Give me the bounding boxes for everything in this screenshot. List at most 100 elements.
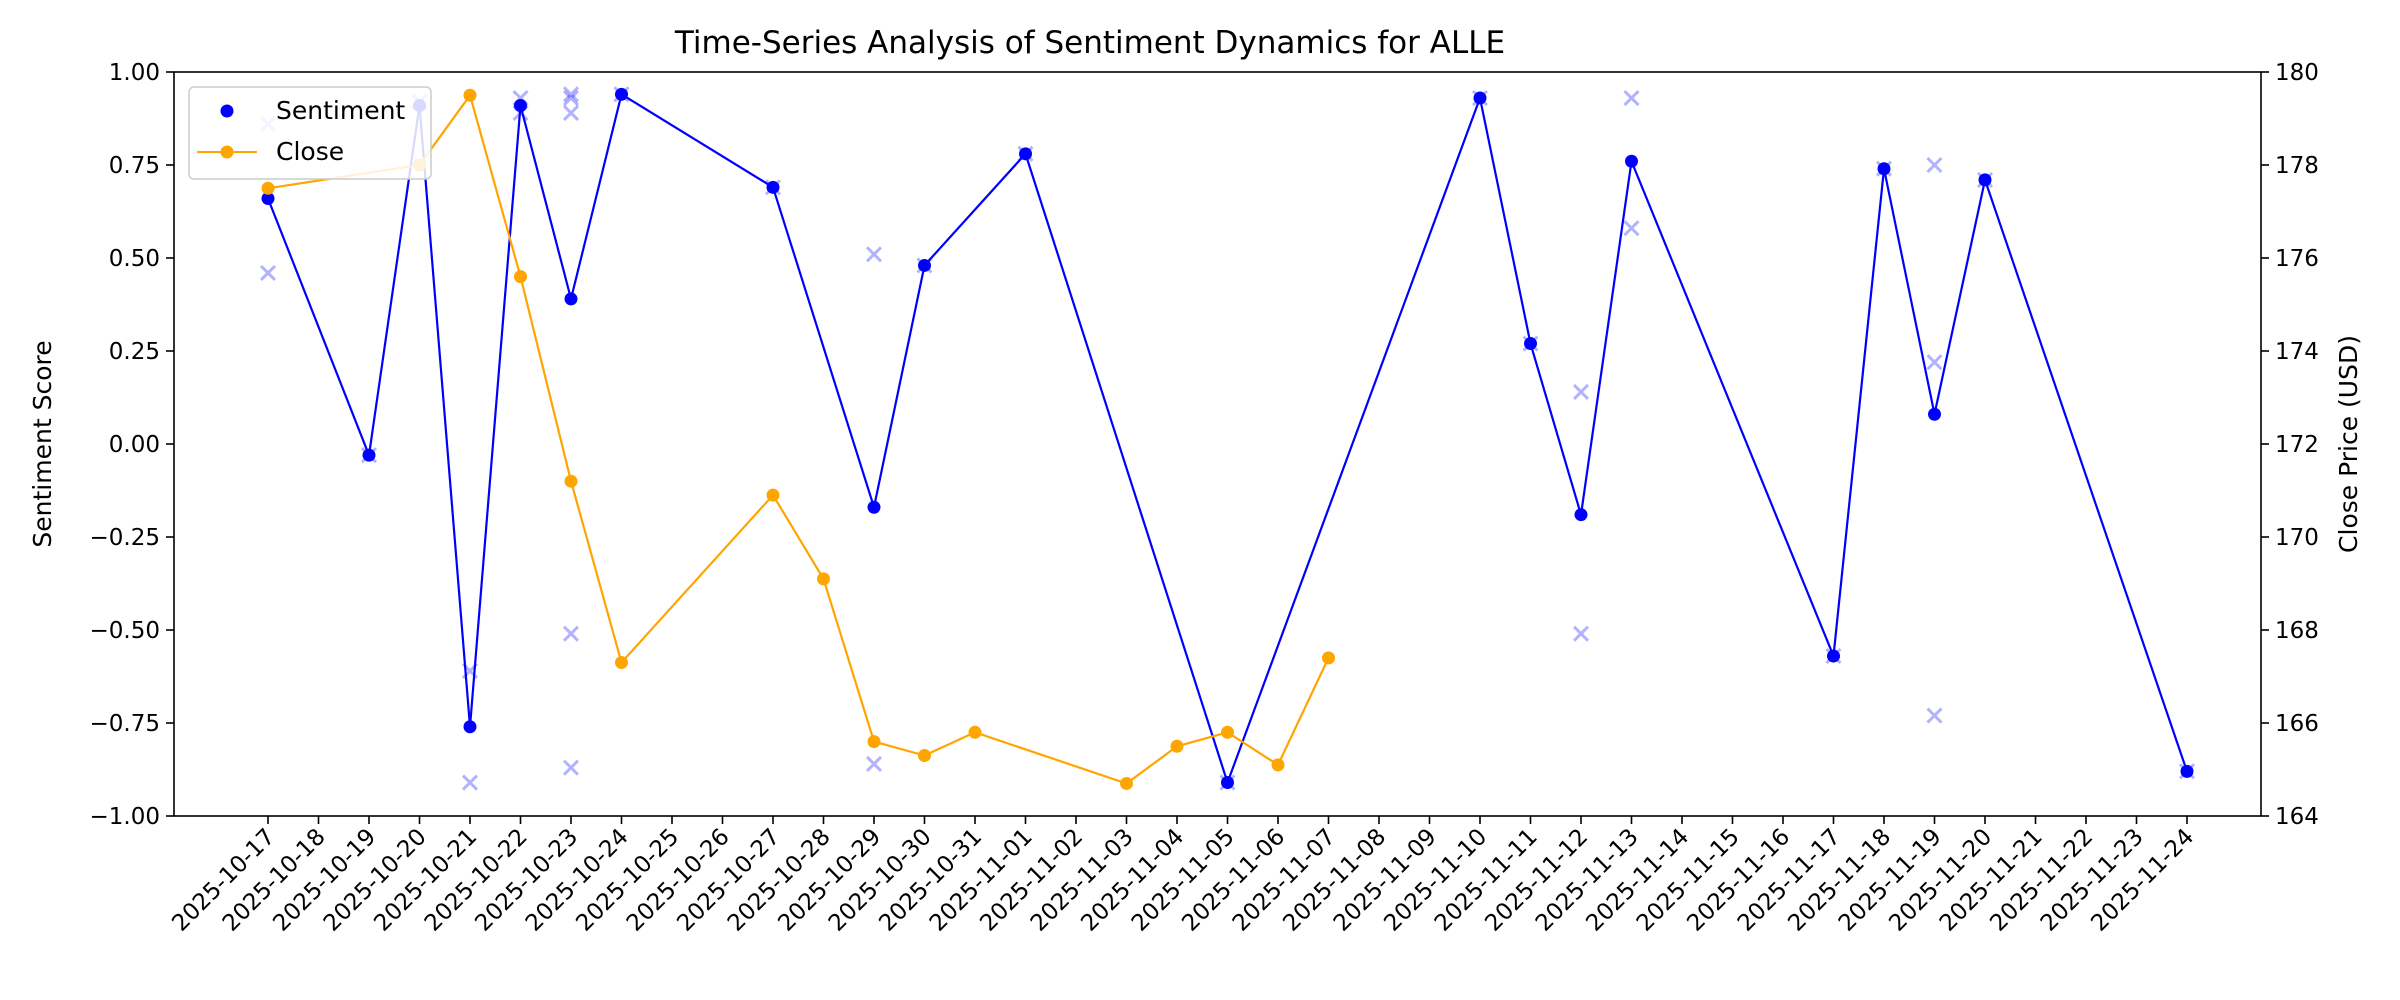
- raw-sentiment-point-12: [562, 759, 580, 776]
- sentiment-point-0: [261, 191, 275, 205]
- left-tick-label-5: −0.25: [90, 525, 160, 551]
- right-axis-label: Close Price (USD): [2334, 335, 2363, 553]
- left-axis: 1.00 0.75 0.50 0.25 0.00 −0.25 −0.50 −0.75 −1.00: [90, 60, 174, 830]
- series-layer: [259, 86, 2196, 791]
- close-point-14: [1271, 758, 1285, 772]
- left-tick-label-2: 0.50: [109, 246, 160, 272]
- raw-sentiment-point-10: [562, 104, 580, 121]
- raw-sentiment-point-2: [360, 447, 378, 464]
- raw-sentiment-point-29: [1926, 354, 1943, 371]
- close-point-7: [817, 572, 830, 586]
- raw-sentiment-point-5: [461, 774, 479, 791]
- legend-sentiment-marker: [220, 104, 234, 118]
- close-point-15: [1322, 651, 1335, 665]
- right-tick-label-0: 164: [2275, 804, 2319, 830]
- sentiment-point-5: [564, 292, 578, 306]
- close-point-0: [261, 181, 275, 195]
- raw-sentiment-point-31: [1976, 171, 1994, 188]
- x-axis: 2025-10-172025-10-182025-10-192025-10-20…: [167, 816, 2199, 937]
- sentiment-series: [261, 87, 2194, 790]
- raw-sentiment-point-6: [512, 89, 529, 107]
- close-point-11: [1120, 776, 1133, 790]
- left-tick-label-7: −0.75: [90, 711, 160, 737]
- close-point-4: [564, 474, 578, 488]
- legend-box: [188, 86, 432, 180]
- close-point-5: [615, 656, 628, 670]
- sentiment-point-8: [867, 500, 881, 514]
- raw-sentiment-point-18: [1017, 145, 1034, 162]
- close-point-12: [1170, 739, 1184, 753]
- right-tick-label-8: 180: [2275, 60, 2319, 86]
- sentiment-point-11: [1221, 776, 1234, 790]
- right-tick-label-1: 166: [2275, 711, 2319, 737]
- sentiment-point-4: [514, 98, 527, 112]
- left-tick-label-0: 1.00: [109, 60, 160, 86]
- sentiment-point-7: [766, 180, 780, 194]
- sentiment-point-3: [463, 720, 477, 734]
- raw-sentiment-point-7: [512, 104, 529, 121]
- sentiment-point-19: [1978, 173, 1992, 187]
- sentiment-point-17: [1877, 162, 1891, 176]
- legend-sentiment-label: Sentiment: [276, 96, 405, 125]
- raw-sentiment-point-30: [1926, 707, 1943, 724]
- left-tick-label-6: −0.50: [90, 618, 160, 644]
- raw-sentiment-markers: [259, 86, 2196, 791]
- raw-sentiment-point-32: [2178, 763, 2196, 780]
- right-tick-label-7: 178: [2275, 153, 2319, 179]
- sentiment-point-18: [1928, 407, 1941, 421]
- raw-sentiment-point-23: [1572, 625, 1590, 642]
- right-tick-label-5: 174: [2275, 339, 2319, 365]
- right-axis: 164 166 168 170 172 174 176 178 180: [2261, 60, 2319, 830]
- raw-sentiment-point-4: [461, 662, 479, 679]
- sentiment-line: [266, 92, 2189, 786]
- legend-close-marker: [220, 145, 234, 159]
- sentiment-point-20: [2180, 764, 2194, 778]
- sentiment-point-9: [918, 258, 931, 272]
- close-point-3: [514, 270, 527, 284]
- legend-close-label: Close: [276, 137, 344, 166]
- left-tick-label-1: 0.75: [109, 153, 160, 179]
- plot-frame: [173, 71, 2262, 817]
- raw-sentiment-point-17: [916, 257, 933, 274]
- raw-sentiment-point-13: [613, 86, 630, 103]
- legend: Sentiment Close: [188, 86, 432, 180]
- left-tick-label-3: 0.25: [109, 339, 160, 365]
- sentiment-point-16: [1827, 649, 1840, 663]
- close-point-10: [968, 725, 982, 739]
- raw-sentiment-point-27: [1875, 160, 1893, 177]
- left-axis-label: Sentiment Score: [28, 340, 57, 547]
- right-tick-label-4: 172: [2275, 432, 2319, 458]
- raw-sentiment-point-8: [562, 86, 580, 103]
- sentiment-point-15: [1625, 154, 1638, 168]
- sentiment-point-14: [1574, 508, 1588, 522]
- right-tick-label-2: 168: [2275, 618, 2319, 644]
- sentiment-point-13: [1524, 337, 1537, 351]
- close-point-9: [918, 749, 931, 763]
- raw-sentiment-point-15: [865, 246, 883, 263]
- raw-sentiment-point-9: [562, 89, 580, 107]
- close-series: [261, 88, 1335, 790]
- chart-title: Time-Series Analysis of Sentiment Dynami…: [674, 25, 1505, 61]
- raw-sentiment-point-22: [1572, 383, 1590, 400]
- right-tick-label-3: 170: [2275, 525, 2319, 551]
- raw-sentiment-point-25: [1623, 220, 1640, 237]
- sentiment-point-6: [615, 87, 628, 101]
- raw-sentiment-point-28: [1926, 156, 1943, 174]
- sentiment-point-1: [362, 448, 376, 462]
- close-point-13: [1221, 725, 1234, 739]
- sentiment-point-12: [1473, 91, 1487, 105]
- raw-sentiment-point-16: [865, 755, 883, 772]
- raw-sentiment-point-11: [562, 625, 580, 642]
- right-tick-label-6: 176: [2275, 246, 2319, 272]
- left-tick-label-8: −1.00: [90, 804, 160, 830]
- raw-sentiment-point-1: [259, 264, 277, 281]
- raw-sentiment-point-19: [1219, 774, 1236, 791]
- left-tick-label-4: 0.00: [109, 432, 160, 458]
- raw-sentiment-point-14: [764, 179, 782, 196]
- raw-sentiment-point-21: [1522, 335, 1539, 352]
- sentiment-point-10: [1019, 147, 1032, 161]
- raw-sentiment-point-26: [1825, 647, 1842, 665]
- close-point-8: [867, 735, 881, 749]
- close-point-6: [766, 488, 780, 502]
